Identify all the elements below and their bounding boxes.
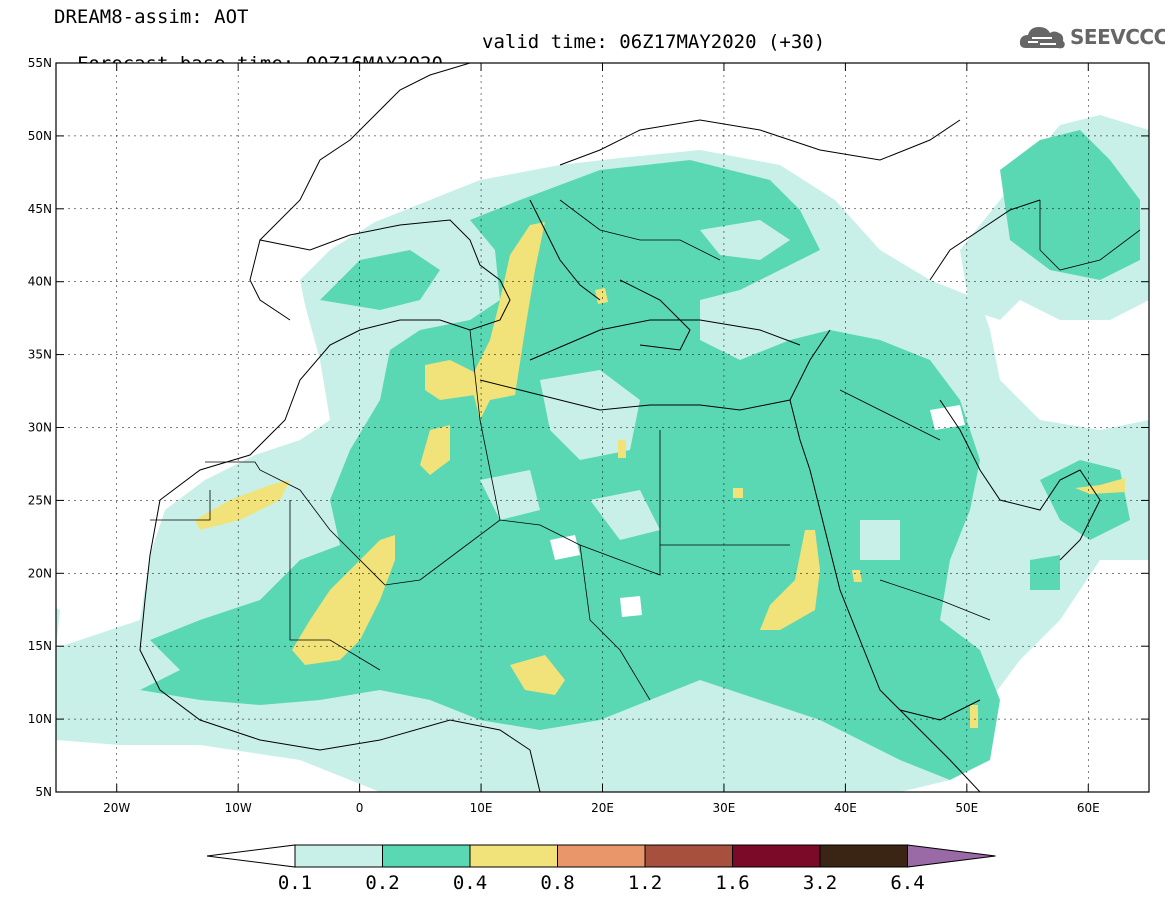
lat-tick-label: 5N bbox=[35, 785, 52, 799]
lon-tick-label: 40E bbox=[834, 801, 857, 815]
lat-tick-label: 55N bbox=[28, 56, 52, 70]
map-title: DREAM8-assim: AOT bbox=[54, 6, 249, 28]
latitude-labels: 55N 50N 45N 40N 35N 30N 25N 20N 15N 10N 5N bbox=[28, 56, 52, 799]
lat-tick-label: 45N bbox=[28, 202, 52, 216]
colorbar-label: 0.1 bbox=[278, 872, 312, 894]
coastlines bbox=[139, 63, 1101, 792]
longitude-labels: 20W 10W 0 10E 20E 30E 40E 50E 60E bbox=[103, 801, 1100, 815]
seevccc-logo: SEEVCCC bbox=[1018, 22, 1165, 54]
colorbar-swatch bbox=[382, 844, 471, 868]
colorbar-label: 0.8 bbox=[540, 872, 574, 894]
colorbar-label: 6.4 bbox=[890, 872, 924, 894]
lon-tick-label: 0 bbox=[356, 801, 364, 815]
colorbar-swatch bbox=[819, 844, 908, 868]
colorbar-label: 1.2 bbox=[628, 872, 662, 894]
colorbar-swatch bbox=[469, 844, 558, 868]
aot-contour-0-4 bbox=[195, 222, 1125, 728]
colorbar-swatch bbox=[557, 844, 646, 868]
lon-tick-label: 30E bbox=[713, 801, 736, 815]
colorbar-arrow-high bbox=[907, 844, 996, 868]
colorbar-swatch bbox=[644, 844, 733, 868]
lat-tick-label: 20N bbox=[28, 566, 52, 580]
lat-tick-label: 15N bbox=[28, 639, 52, 653]
lat-tick-label: 40N bbox=[28, 275, 52, 289]
lon-tick-label: 10W bbox=[225, 801, 252, 815]
logo-text: SEEVCCC bbox=[1070, 25, 1165, 49]
lon-tick-label: 20E bbox=[591, 801, 614, 815]
lat-tick-label: 30N bbox=[28, 421, 52, 435]
colorbar-swatch bbox=[732, 844, 821, 868]
colorbar-arrow-low bbox=[206, 844, 296, 868]
colorbar-label: 0.2 bbox=[365, 872, 399, 894]
lat-tick-label: 10N bbox=[28, 712, 52, 726]
lon-tick-label: 60E bbox=[1077, 801, 1100, 815]
colorbar-label: 0.4 bbox=[453, 872, 487, 894]
lon-tick-label: 50E bbox=[955, 801, 978, 815]
lat-tick-label: 50N bbox=[28, 129, 52, 143]
colorbar: 0.1 0.2 0.4 0.8 1.2 1.6 3.2 6.4 bbox=[206, 844, 996, 894]
colorbar-label: 3.2 bbox=[803, 872, 837, 894]
aot-holes-0-1 bbox=[200, 220, 900, 590]
gridlines bbox=[56, 62, 1149, 793]
cloud-icon bbox=[1019, 27, 1065, 49]
colorbar-label: 1.6 bbox=[715, 872, 749, 894]
colorbar-swatch bbox=[294, 844, 383, 868]
borders bbox=[150, 199, 1141, 701]
lat-tick-label: 35N bbox=[28, 348, 52, 362]
lon-tick-label: 20W bbox=[103, 801, 130, 815]
lat-tick-label: 25N bbox=[28, 493, 52, 507]
lon-tick-label: 10E bbox=[470, 801, 493, 815]
valid-time-text: valid time: 06Z17MAY2020 (+30) bbox=[482, 31, 826, 53]
